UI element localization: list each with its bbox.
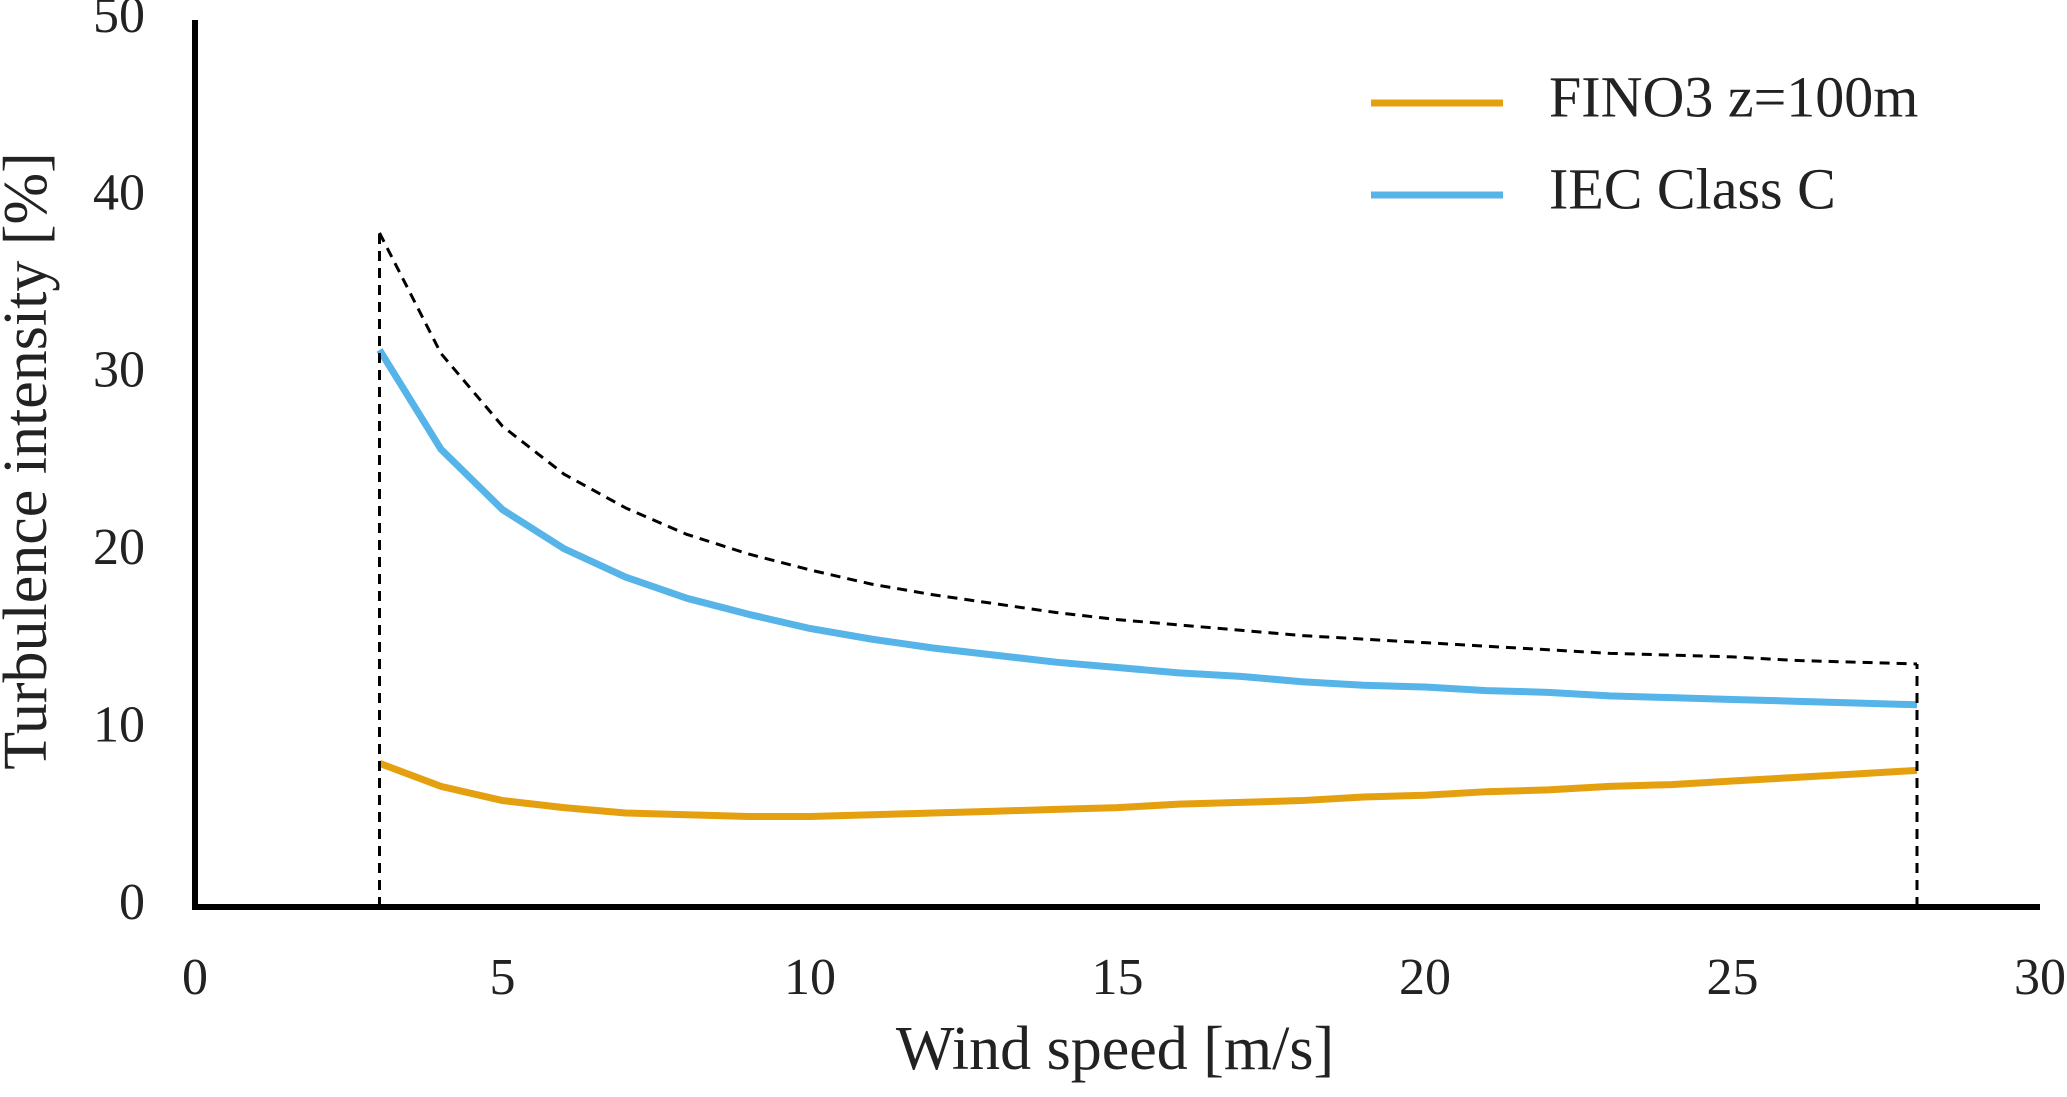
line-series	[376, 348, 1918, 709]
x-tick-label: 25	[1707, 949, 1759, 1006]
y-tick-label: 40	[93, 164, 145, 221]
legend-label: IEC Class C	[1549, 156, 1836, 221]
y-tick-label: 50	[93, 0, 145, 44]
legend-label: FINO3 z=100m	[1549, 64, 1918, 129]
y-tick-label: 30	[93, 342, 145, 399]
x-axis-label: Wind speed [m/s]	[896, 1015, 1334, 1083]
y-tick-label: 20	[93, 519, 145, 576]
y-tick-label: 10	[93, 697, 145, 754]
y-axis-label: Turbulence intensity [%]	[0, 152, 60, 770]
x-tick-label: 30	[2014, 949, 2066, 1006]
x-tick-label: 5	[490, 949, 516, 1006]
line-series	[378, 232, 1918, 666]
x-tick-label: 10	[784, 949, 836, 1006]
x-tick-label: 15	[1092, 949, 1144, 1006]
x-tick-label: 0	[182, 949, 208, 1006]
y-tick-label: 0	[119, 874, 145, 931]
line-series	[378, 760, 1918, 821]
x-tick-label: 20	[1399, 949, 1451, 1006]
